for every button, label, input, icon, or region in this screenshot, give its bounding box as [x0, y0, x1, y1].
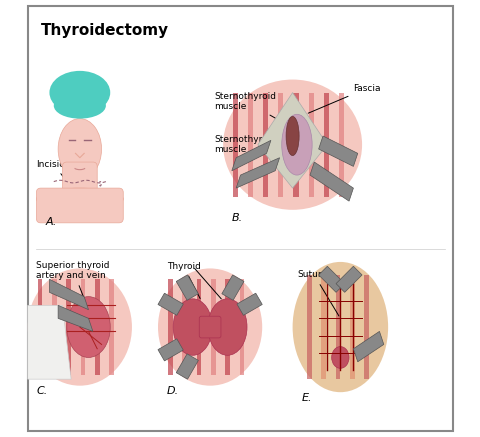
- Polygon shape: [157, 339, 183, 361]
- Polygon shape: [58, 305, 93, 331]
- FancyBboxPatch shape: [199, 316, 220, 338]
- Ellipse shape: [54, 93, 106, 118]
- Polygon shape: [353, 331, 383, 362]
- Polygon shape: [318, 266, 344, 292]
- Text: Sternothyroid
muscle: Sternothyroid muscle: [214, 135, 283, 158]
- FancyBboxPatch shape: [37, 279, 42, 375]
- Ellipse shape: [223, 80, 361, 210]
- FancyBboxPatch shape: [196, 279, 201, 375]
- FancyBboxPatch shape: [95, 279, 100, 375]
- Text: Thyroid: Thyroid: [167, 262, 200, 298]
- Ellipse shape: [157, 268, 262, 386]
- Ellipse shape: [292, 262, 387, 392]
- Polygon shape: [28, 305, 71, 379]
- FancyBboxPatch shape: [232, 93, 238, 197]
- Text: C.: C.: [36, 386, 48, 396]
- Text: B.: B.: [231, 213, 242, 223]
- Text: Sternothyroid
muscle: Sternothyroid muscle: [214, 92, 281, 121]
- Text: Incision: Incision: [36, 160, 71, 179]
- FancyBboxPatch shape: [239, 279, 244, 375]
- FancyBboxPatch shape: [81, 279, 85, 375]
- Polygon shape: [309, 162, 353, 201]
- Text: Sutures: Sutures: [296, 271, 338, 316]
- Polygon shape: [318, 136, 357, 166]
- Ellipse shape: [49, 71, 110, 114]
- Text: E.: E.: [300, 393, 311, 403]
- Polygon shape: [49, 279, 88, 310]
- Text: Superior thyroid
artery and vein: Superior thyroid artery and vein: [36, 261, 110, 307]
- Text: Fascia: Fascia: [308, 84, 380, 113]
- FancyBboxPatch shape: [52, 279, 57, 375]
- FancyBboxPatch shape: [211, 279, 216, 375]
- FancyBboxPatch shape: [109, 279, 114, 375]
- Ellipse shape: [67, 297, 110, 357]
- FancyBboxPatch shape: [247, 93, 252, 197]
- Polygon shape: [237, 293, 262, 316]
- Polygon shape: [236, 158, 279, 188]
- Ellipse shape: [173, 299, 212, 355]
- FancyBboxPatch shape: [225, 279, 229, 375]
- Polygon shape: [176, 354, 198, 379]
- FancyBboxPatch shape: [338, 93, 344, 197]
- FancyBboxPatch shape: [66, 279, 71, 375]
- Ellipse shape: [207, 299, 247, 355]
- FancyBboxPatch shape: [335, 275, 340, 379]
- Text: D.: D.: [167, 386, 179, 396]
- FancyBboxPatch shape: [278, 93, 283, 197]
- FancyBboxPatch shape: [306, 275, 311, 379]
- FancyBboxPatch shape: [36, 188, 123, 223]
- FancyBboxPatch shape: [263, 93, 268, 197]
- FancyBboxPatch shape: [182, 279, 187, 375]
- Ellipse shape: [58, 118, 101, 180]
- Polygon shape: [221, 275, 243, 300]
- Ellipse shape: [36, 188, 123, 210]
- Ellipse shape: [28, 268, 132, 386]
- FancyBboxPatch shape: [323, 93, 328, 197]
- FancyBboxPatch shape: [308, 93, 313, 197]
- FancyBboxPatch shape: [168, 279, 172, 375]
- Polygon shape: [176, 275, 198, 300]
- FancyBboxPatch shape: [349, 275, 354, 379]
- Polygon shape: [336, 266, 361, 292]
- Polygon shape: [157, 293, 183, 316]
- Text: Thyroidectomy: Thyroidectomy: [41, 23, 168, 38]
- FancyBboxPatch shape: [62, 162, 97, 197]
- Ellipse shape: [331, 347, 348, 368]
- FancyBboxPatch shape: [293, 93, 298, 197]
- Ellipse shape: [286, 116, 299, 156]
- FancyBboxPatch shape: [28, 6, 452, 431]
- Polygon shape: [257, 93, 327, 188]
- Text: A.: A.: [45, 217, 56, 227]
- FancyBboxPatch shape: [363, 275, 368, 379]
- Ellipse shape: [281, 114, 312, 175]
- Polygon shape: [231, 140, 270, 171]
- FancyBboxPatch shape: [321, 275, 325, 379]
